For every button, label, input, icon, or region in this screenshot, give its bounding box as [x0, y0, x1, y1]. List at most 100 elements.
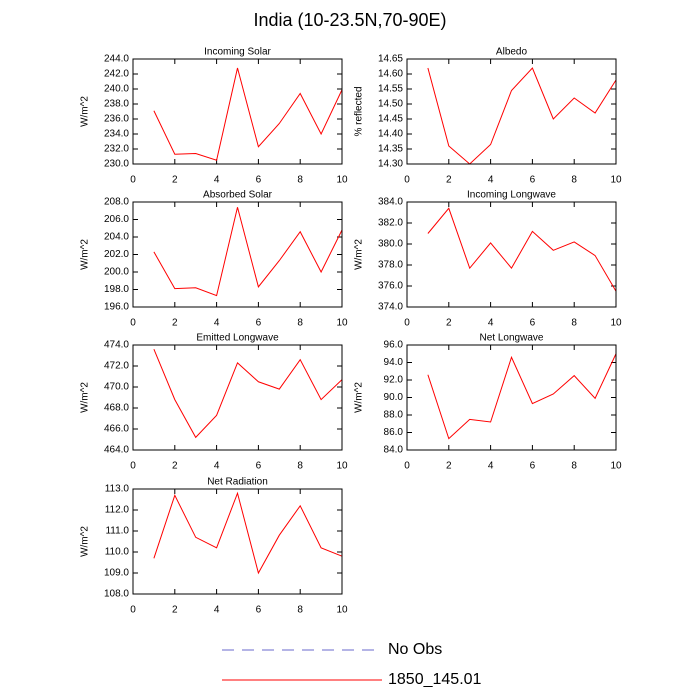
- y-tick-label: 238.0: [104, 99, 129, 110]
- y-tick-label: 14.45: [378, 114, 403, 125]
- data-line: [153, 349, 343, 439]
- y-tick-label: 14.30: [378, 159, 403, 170]
- y-tick-label: 96.0: [384, 340, 404, 351]
- y-tick-label: 112.0: [105, 505, 130, 516]
- x-tick-label: 6: [530, 318, 536, 329]
- y-tick-label: 464.0: [104, 445, 129, 456]
- x-tick-label: 6: [530, 461, 536, 472]
- x-tick-label: 8: [297, 461, 303, 472]
- x-tick-label: 8: [571, 318, 577, 329]
- x-tick-label: 4: [214, 175, 220, 186]
- y-axis-label: W/m^2: [80, 96, 91, 127]
- y-axis-label: % reflected: [354, 86, 365, 136]
- y-tick-label: 202.0: [104, 249, 129, 260]
- y-tick-label: 198.0: [104, 284, 129, 295]
- x-tick-label: 8: [297, 605, 303, 616]
- x-tick-label: 0: [130, 318, 136, 329]
- plot-frame: [132, 201, 343, 308]
- figure-title: India (10-23.5N,70-90E): [253, 10, 446, 30]
- y-axis-label: W/m^2: [354, 382, 365, 413]
- y-tick-label: 196.0: [104, 302, 129, 313]
- x-tick-label: 0: [404, 461, 410, 472]
- panel-title: Emitted Longwave: [196, 333, 279, 344]
- y-tick-label: 230.0: [104, 159, 129, 170]
- data-line: [153, 67, 343, 161]
- y-tick-label: 14.40: [378, 129, 403, 140]
- y-tick-label: 84.0: [384, 445, 404, 456]
- y-tick-label: 378.0: [378, 260, 403, 271]
- x-tick-label: 8: [571, 461, 577, 472]
- y-tick-label: 384.0: [378, 197, 403, 208]
- y-tick-label: 90.0: [384, 392, 404, 403]
- plot-frame: [132, 344, 343, 451]
- panel-title: Absorbed Solar: [203, 190, 273, 201]
- panel-title: Net Radiation: [207, 477, 268, 488]
- x-tick-label: 10: [336, 318, 348, 329]
- plot-frame: [406, 201, 617, 308]
- legend-label: No Obs: [388, 641, 442, 658]
- y-tick-label: 468.0: [104, 403, 129, 414]
- x-tick-label: 10: [336, 605, 348, 616]
- y-tick-label: 206.0: [104, 214, 129, 225]
- y-tick-label: 108.0: [104, 589, 129, 600]
- x-tick-label: 10: [610, 318, 622, 329]
- data-line: [153, 491, 343, 575]
- x-tick-label: 6: [256, 318, 262, 329]
- y-tick-label: 86.0: [384, 427, 404, 438]
- y-tick-label: 14.55: [378, 84, 403, 95]
- data-line: [427, 207, 617, 292]
- x-tick-label: 0: [130, 605, 136, 616]
- panel-title: Net Longwave: [480, 333, 544, 344]
- data-line: [153, 207, 343, 297]
- x-tick-label: 6: [530, 175, 536, 186]
- x-tick-label: 4: [214, 605, 220, 616]
- x-tick-label: 8: [297, 175, 303, 186]
- y-tick-label: 110.0: [105, 547, 130, 558]
- y-tick-label: 208.0: [104, 197, 129, 208]
- x-tick-label: 6: [256, 175, 262, 186]
- y-tick-label: 472.0: [104, 361, 129, 372]
- x-tick-label: 0: [130, 461, 136, 472]
- plot-frame: [406, 58, 617, 165]
- y-tick-label: 236.0: [104, 114, 129, 125]
- y-tick-label: 14.60: [378, 69, 403, 80]
- x-tick-label: 0: [130, 175, 136, 186]
- y-tick-label: 14.50: [378, 99, 403, 110]
- y-tick-label: 244.0: [104, 54, 129, 65]
- y-tick-label: 111.0: [105, 526, 129, 537]
- y-axis-label: W/m^2: [80, 239, 91, 270]
- x-tick-label: 6: [256, 461, 262, 472]
- y-tick-label: 109.0: [104, 568, 129, 579]
- x-tick-label: 2: [172, 318, 178, 329]
- plot-frame: [406, 344, 617, 451]
- x-tick-label: 8: [571, 175, 577, 186]
- y-tick-label: 242.0: [104, 69, 129, 80]
- y-tick-label: 14.35: [378, 144, 403, 155]
- y-tick-label: 94.0: [384, 357, 404, 368]
- y-axis-label: W/m^2: [80, 526, 91, 557]
- x-tick-label: 10: [610, 461, 622, 472]
- panel-title: Incoming Longwave: [467, 190, 556, 201]
- plot-frame: [132, 58, 343, 165]
- x-tick-label: 4: [214, 461, 220, 472]
- y-tick-label: 113.0: [105, 484, 130, 495]
- y-tick-label: 204.0: [104, 232, 129, 243]
- y-axis-label: W/m^2: [354, 239, 365, 270]
- data-line: [427, 67, 617, 165]
- x-tick-label: 4: [488, 175, 494, 186]
- x-tick-label: 10: [610, 175, 622, 186]
- x-tick-label: 4: [214, 318, 220, 329]
- y-axis-label: W/m^2: [80, 382, 91, 413]
- y-tick-label: 88.0: [384, 410, 404, 421]
- y-tick-label: 234.0: [104, 129, 129, 140]
- y-tick-label: 474.0: [104, 340, 129, 351]
- x-tick-label: 8: [297, 318, 303, 329]
- x-tick-label: 10: [336, 461, 348, 472]
- x-tick-label: 2: [172, 461, 178, 472]
- y-tick-label: 382.0: [378, 218, 403, 229]
- y-tick-label: 14.65: [378, 54, 403, 65]
- y-tick-label: 374.0: [378, 302, 403, 313]
- panel-title: Incoming Solar: [204, 47, 271, 58]
- x-tick-label: 4: [488, 318, 494, 329]
